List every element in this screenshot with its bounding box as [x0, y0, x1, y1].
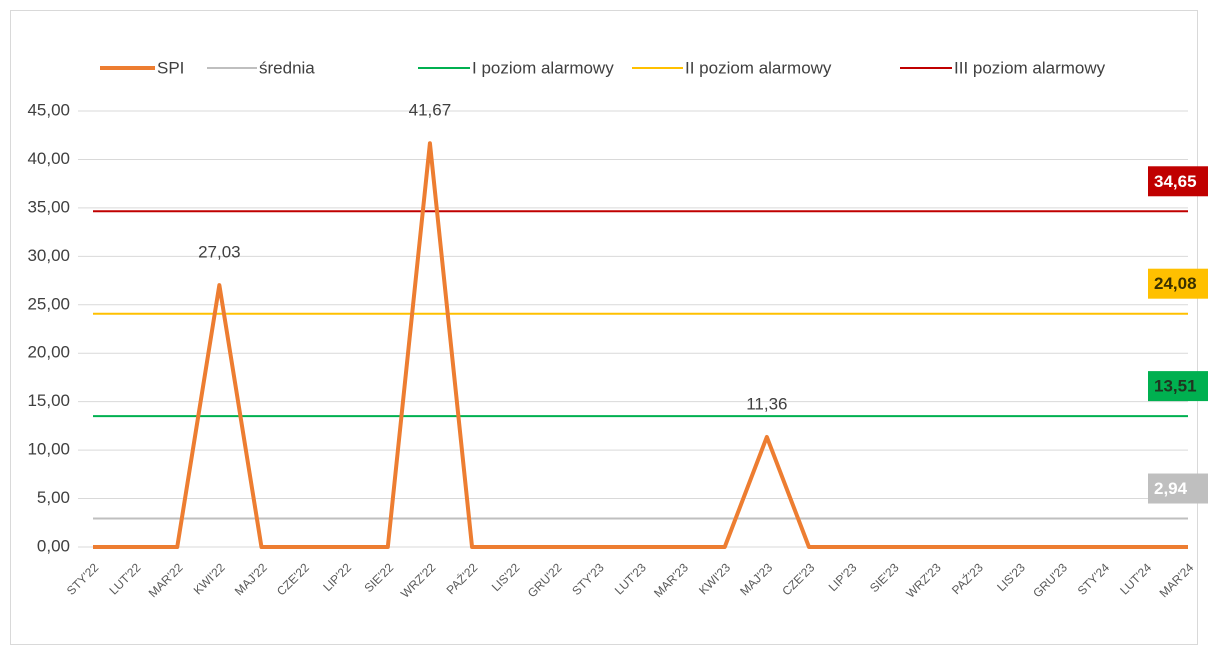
legend-label: I poziom alarmowy — [472, 58, 614, 77]
data-label: 41,67 — [409, 101, 452, 120]
y-tick-label: 45,00 — [27, 100, 70, 119]
legend-label: SPI — [157, 58, 184, 77]
label-box — [1148, 166, 1208, 197]
label-box — [1148, 371, 1208, 402]
y-tick-label: 10,00 — [27, 440, 70, 459]
chart-border — [10, 10, 1198, 645]
series-line — [93, 141, 1188, 549]
data-label: 27,03 — [198, 243, 241, 262]
data-label: 34,65 — [1154, 172, 1197, 191]
legend-label: III poziom alarmowy — [954, 58, 1106, 77]
y-tick-label: 30,00 — [27, 246, 70, 265]
y-tick-label: 25,00 — [27, 294, 70, 313]
data-label: 13,51 — [1154, 377, 1197, 396]
data-label: 24,08 — [1154, 274, 1197, 293]
label-box — [1148, 268, 1208, 299]
data-label: 2,94 — [1154, 479, 1188, 498]
y-tick-label: 20,00 — [27, 343, 70, 362]
label-box — [1148, 473, 1208, 504]
legend-label: II poziom alarmowy — [685, 58, 832, 77]
legend-label: średnia — [259, 58, 315, 77]
y-tick-label: 35,00 — [27, 197, 70, 216]
y-tick-label: 40,00 — [27, 149, 70, 168]
y-tick-label: 15,00 — [27, 391, 70, 410]
data-label: 11,36 — [746, 394, 787, 413]
y-tick-label: 0,00 — [37, 536, 70, 555]
y-tick-label: 5,00 — [37, 488, 70, 507]
